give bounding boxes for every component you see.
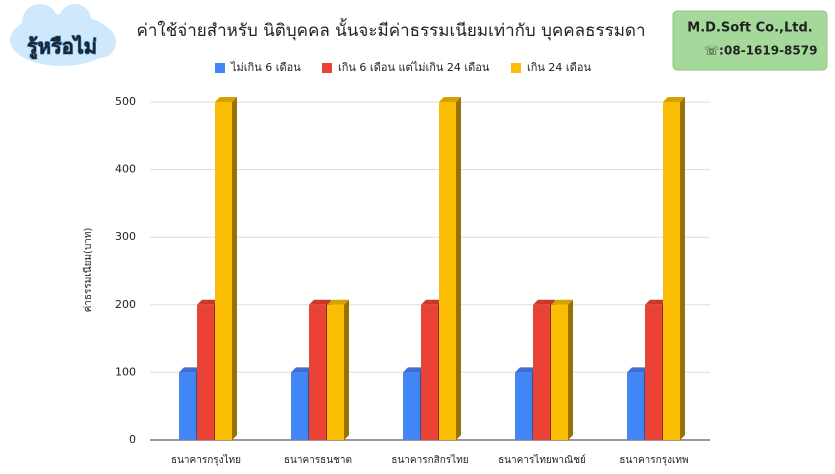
y-tick-label: 100 <box>115 365 136 378</box>
bar-top <box>179 367 201 373</box>
bar <box>179 372 196 440</box>
x-tick-label: ธนาคารกรุงเทพ <box>619 455 688 466</box>
legend-label: เกิน 6 เดือน แต่ไม่เกิน 24 เดือน <box>338 61 490 74</box>
bar-top <box>627 367 649 373</box>
badge: รู้หรือไม่ <box>10 4 116 66</box>
company-bg <box>672 10 828 71</box>
bar <box>663 102 680 440</box>
bar-top <box>551 299 573 305</box>
legend-swatch <box>215 63 225 73</box>
bar-top <box>421 299 443 305</box>
bar-side <box>232 97 237 440</box>
bar <box>627 372 644 440</box>
bar <box>439 102 456 440</box>
bar <box>291 372 308 440</box>
bar-top <box>197 299 219 305</box>
y-tick-label: 400 <box>115 163 136 176</box>
bar <box>421 304 438 440</box>
company-phone: 08-1619-8579 <box>724 44 817 58</box>
legend-swatch <box>322 63 332 73</box>
bar <box>533 304 550 440</box>
legend-swatch <box>511 63 521 73</box>
bar-side <box>344 299 349 440</box>
bar-top <box>215 97 237 102</box>
bar-top <box>663 97 685 102</box>
bar <box>551 304 568 440</box>
y-tick-label: 300 <box>115 230 136 243</box>
company-name: M.D.Soft Co.,Ltd. <box>687 21 812 36</box>
bar <box>309 304 326 440</box>
bar <box>215 102 232 440</box>
bar-top <box>291 367 313 373</box>
x-tick-label: ธนาคารธนชาต <box>284 455 352 466</box>
bar-top <box>309 299 331 305</box>
x-tick-label: ธนาคารไทยพาณิชย์ <box>498 454 586 466</box>
bar-side <box>680 97 685 440</box>
bar <box>403 372 420 440</box>
x-tick-label: ธนาคารกสิกรไทย <box>391 454 468 466</box>
bar <box>197 304 214 440</box>
company-box: M.D.Soft Co.,Ltd. ☏: 08-1619-8579 <box>672 10 828 71</box>
cloud <box>59 4 91 36</box>
y-axis-label: ค่าธรรมเนียม(บาท) <box>82 228 94 313</box>
y-tick-label: 200 <box>115 298 136 311</box>
bar <box>327 304 344 440</box>
bar-top <box>439 97 461 102</box>
y-tick-label: 0 <box>129 433 136 446</box>
x-tick-label: ธนาคารกรุงไทย <box>171 454 241 466</box>
legend-label: เกิน 24 เดือน <box>527 61 591 74</box>
bar-side <box>456 97 461 440</box>
chart-title: ค่าใช้จ่ายสำหรับ นิติบุคคล นั้นจะมีค่าธร… <box>136 18 645 41</box>
cloud <box>84 26 116 58</box>
bar <box>515 372 532 440</box>
bar-top <box>403 367 425 373</box>
legend-label: ไม่เกิน 6 เดือน <box>230 61 301 74</box>
y-tick-label: 500 <box>115 95 136 108</box>
bar-top <box>533 299 555 305</box>
cloud <box>22 4 58 40</box>
bar <box>645 304 662 440</box>
bar-top <box>327 299 349 305</box>
phone-icon: ☏: <box>704 44 724 58</box>
bar-top <box>645 299 667 305</box>
badge-text: รู้หรือไม่ <box>27 35 97 61</box>
bar-top <box>515 367 537 373</box>
bar-side <box>568 299 573 440</box>
